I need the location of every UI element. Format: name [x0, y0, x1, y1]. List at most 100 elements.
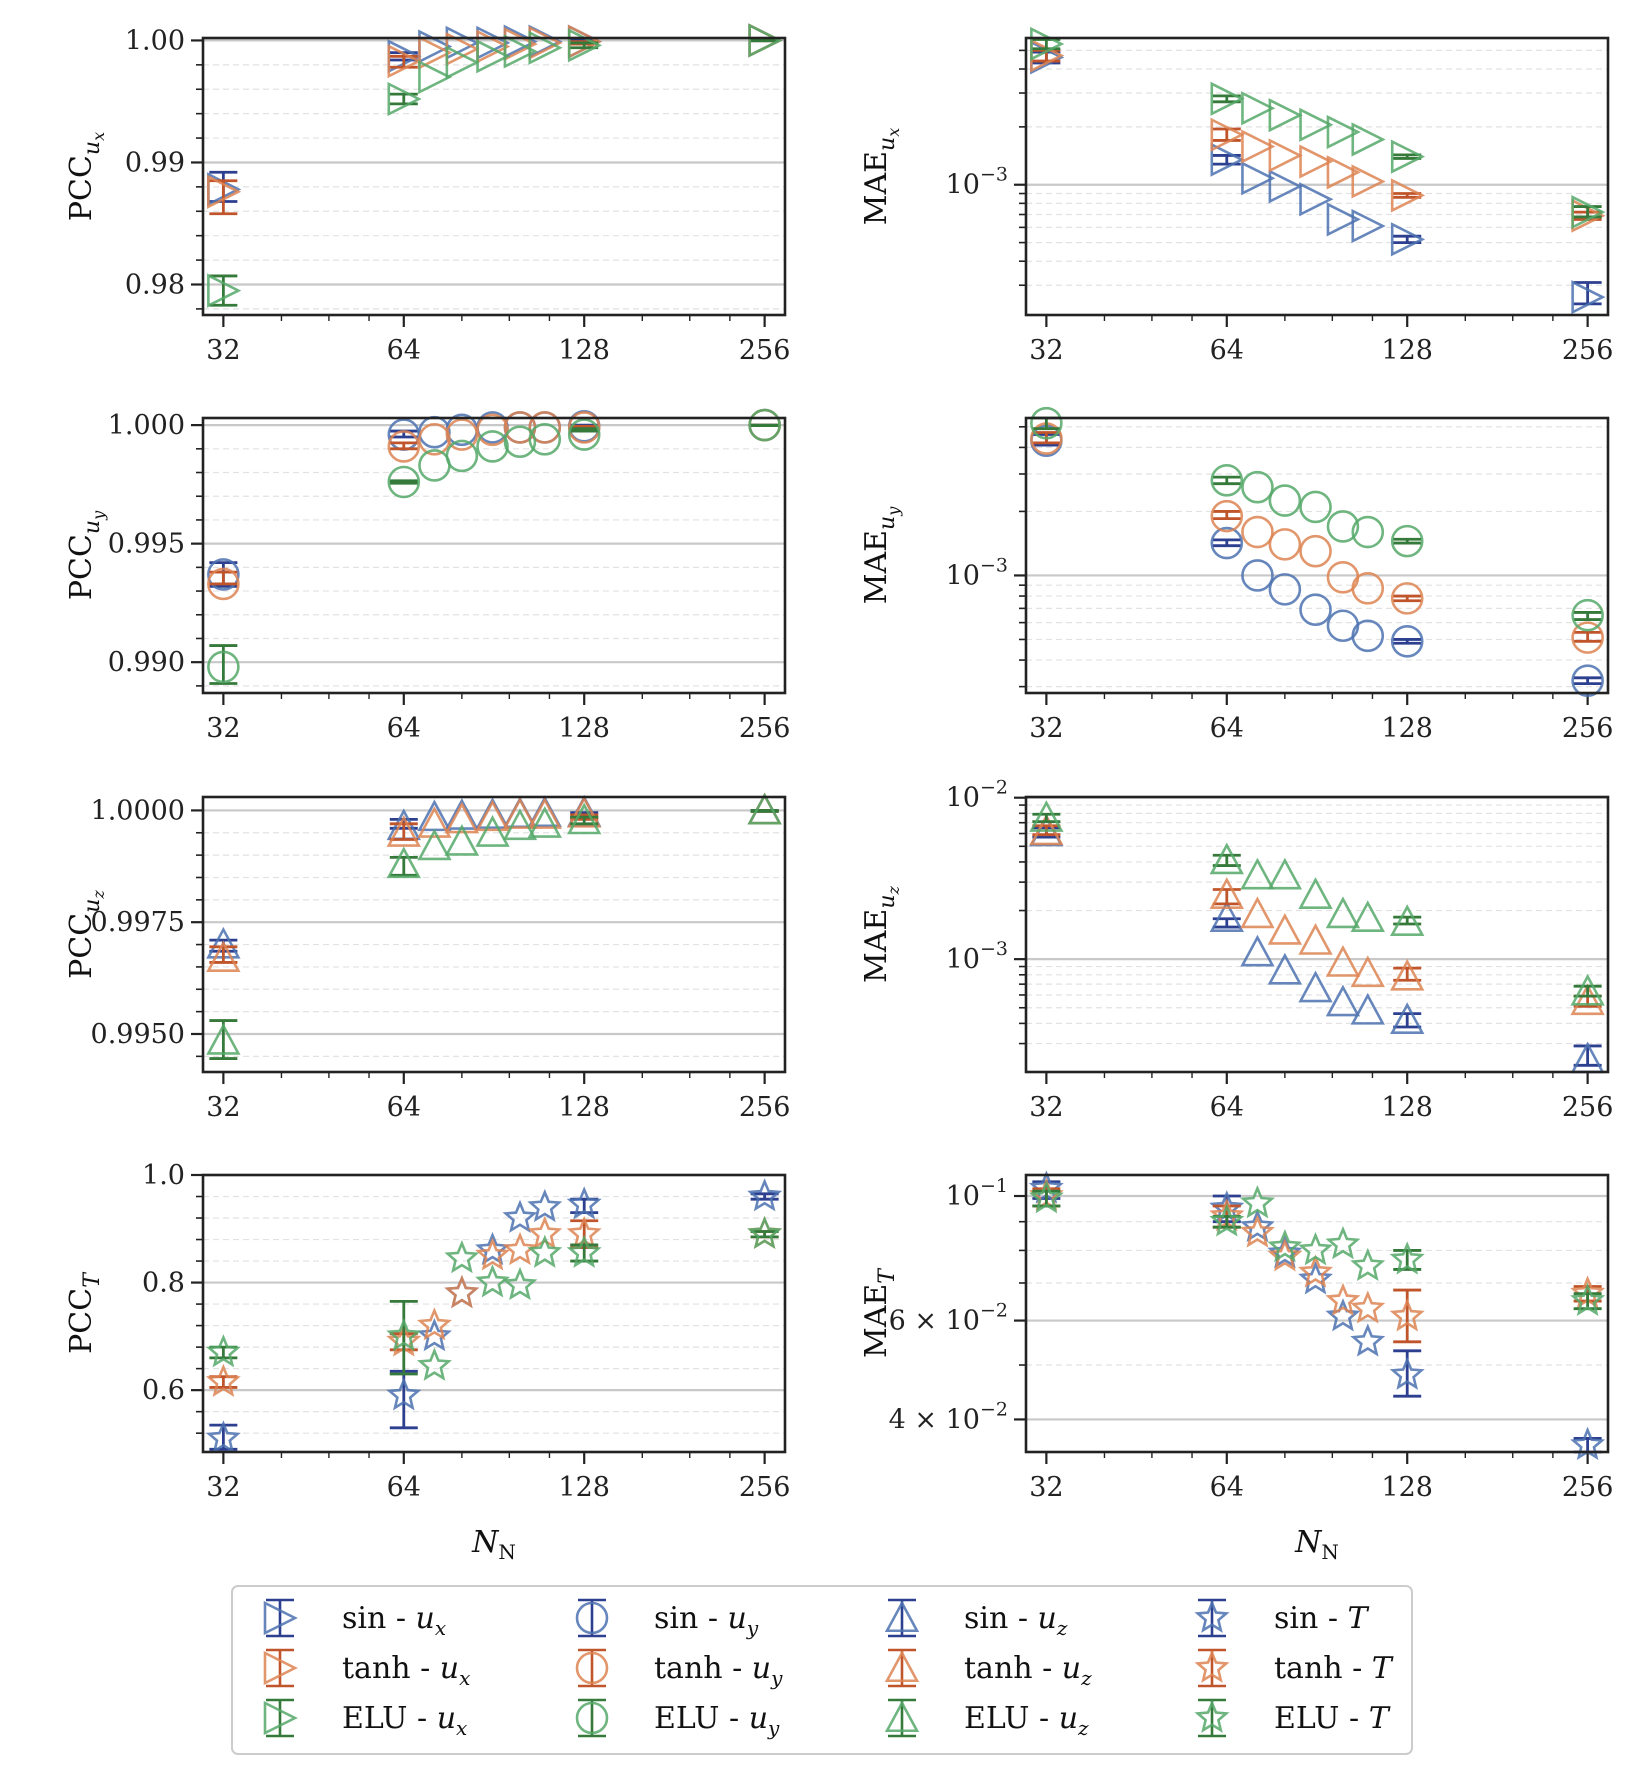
data-point — [417, 806, 452, 838]
legend-item-ELU-ux: ELU - ux — [263, 1698, 467, 1740]
data-point — [567, 411, 601, 444]
series-sin — [205, 1178, 783, 1454]
axes-frame — [1024, 1173, 1610, 1454]
x-axis-label: NN — [1294, 1525, 1339, 1564]
data-point — [502, 1266, 538, 1301]
legend-marker — [575, 1651, 609, 1685]
x-tick-label: 128 — [558, 335, 610, 366]
y-axis-label: MAET — [859, 1267, 900, 1358]
data-point — [503, 34, 538, 69]
data-point — [1570, 973, 1605, 1006]
data-point — [1390, 958, 1425, 991]
legend-label: sin - ux — [342, 1601, 446, 1640]
y-axis-label: MAEux — [859, 128, 903, 226]
panel-pcc_uy: 1.000 0.995 0.990 32 64 128 256 PCCuy — [64, 408, 790, 744]
y-tick-label: 0.9975 — [91, 907, 185, 938]
y-tick-label: 1.000 — [108, 410, 185, 441]
panel-pcc_t: 1.0 0.8 0.6 32 64 128 256 PCCT NN — [64, 1160, 790, 1564]
legend-label: tanh - uy — [654, 1651, 783, 1690]
legend-marker — [575, 1601, 609, 1635]
data-point — [1268, 169, 1303, 204]
data-point — [1299, 593, 1332, 627]
series-ELU — [207, 23, 783, 308]
x-tick-label: 64 — [1210, 713, 1244, 744]
x-axis-label: NN — [471, 1525, 516, 1564]
data-point — [528, 411, 562, 444]
legend-item-tanh-uz: tanh - uz — [884, 1648, 1092, 1690]
panel-mae_uz: 10−2 10−3 32 64 128 256 MAEuz — [859, 777, 1613, 1123]
data-point — [475, 799, 510, 832]
data-point — [207, 558, 240, 591]
data-point — [476, 413, 509, 447]
data-point — [527, 1215, 563, 1250]
data-point — [747, 792, 782, 825]
y-tick-label: 1.0000 — [91, 795, 185, 826]
data-point — [206, 940, 241, 973]
y-axis-label: PCCT — [64, 1271, 105, 1354]
legend-label: ELU - uz — [964, 1701, 1089, 1740]
x-tick-label: 256 — [1562, 1472, 1614, 1503]
data-point — [1241, 161, 1276, 196]
data-point — [417, 828, 452, 861]
series-tanh — [1030, 422, 1604, 654]
data-point — [418, 423, 451, 456]
data-point — [1210, 117, 1245, 152]
data-point — [527, 1188, 563, 1223]
data-point — [1299, 490, 1332, 524]
x-tick-label: 64 — [1210, 335, 1244, 366]
data-point — [444, 801, 480, 834]
x-tick-label: 256 — [1562, 1092, 1614, 1123]
data-point — [1350, 992, 1385, 1025]
x-tick-label: 128 — [558, 1092, 610, 1123]
data-point — [566, 1186, 602, 1220]
data-point — [475, 815, 510, 847]
series-ELU — [205, 1215, 783, 1381]
data-point — [207, 273, 242, 308]
legend-marker — [1194, 1699, 1230, 1733]
data-point — [1390, 625, 1424, 658]
data-point — [527, 806, 562, 838]
y-tick-label: 0.990 — [108, 647, 185, 678]
series-ELU — [1030, 26, 1606, 230]
series-ELU — [1029, 800, 1605, 1006]
data-point — [1350, 955, 1385, 988]
y-tick-label: 10−2 — [946, 777, 1008, 814]
data-point — [1268, 98, 1303, 133]
data-point — [1326, 202, 1361, 237]
y-label-main: MAE — [859, 530, 894, 604]
data-point — [1390, 222, 1426, 257]
data-point — [503, 425, 537, 459]
legend-item-ELU-uy: ELU - uy — [575, 1698, 780, 1740]
data-point — [206, 1022, 241, 1055]
legend-box — [231, 1585, 1413, 1755]
data-point — [1268, 573, 1302, 606]
x-tick-label: 256 — [739, 1092, 791, 1123]
y-tick-label: 1.0 — [142, 1160, 185, 1191]
data-point — [1390, 1002, 1425, 1035]
data-point — [1240, 934, 1275, 967]
x-tick-label: 128 — [558, 1472, 610, 1503]
legend-marker — [884, 1600, 920, 1633]
series-sin — [207, 408, 781, 591]
legend-item-sin-uz: sin - uz — [884, 1598, 1068, 1640]
x-tick-label: 64 — [387, 1472, 421, 1503]
data-point — [1210, 499, 1244, 533]
data-point — [1028, 1180, 1064, 1214]
data-point — [476, 430, 509, 463]
y-label-sub: u — [80, 520, 105, 534]
data-point — [502, 1199, 538, 1233]
series-tanh — [205, 1215, 783, 1397]
data-point — [1350, 1323, 1386, 1357]
data-point — [1210, 81, 1245, 116]
data-point — [748, 408, 781, 442]
x-tick-label: 128 — [1381, 1092, 1433, 1123]
y-tick-label: 10−3 — [946, 554, 1008, 591]
x-tick-label: 32 — [1029, 335, 1063, 366]
series-tanh — [206, 792, 782, 973]
data-point — [1240, 896, 1275, 929]
series-ELU — [1028, 1180, 1606, 1316]
axes-frame — [1024, 416, 1610, 695]
data-point — [386, 815, 421, 847]
y-axis-label: PCCuz — [64, 890, 108, 979]
data-point — [748, 23, 783, 58]
